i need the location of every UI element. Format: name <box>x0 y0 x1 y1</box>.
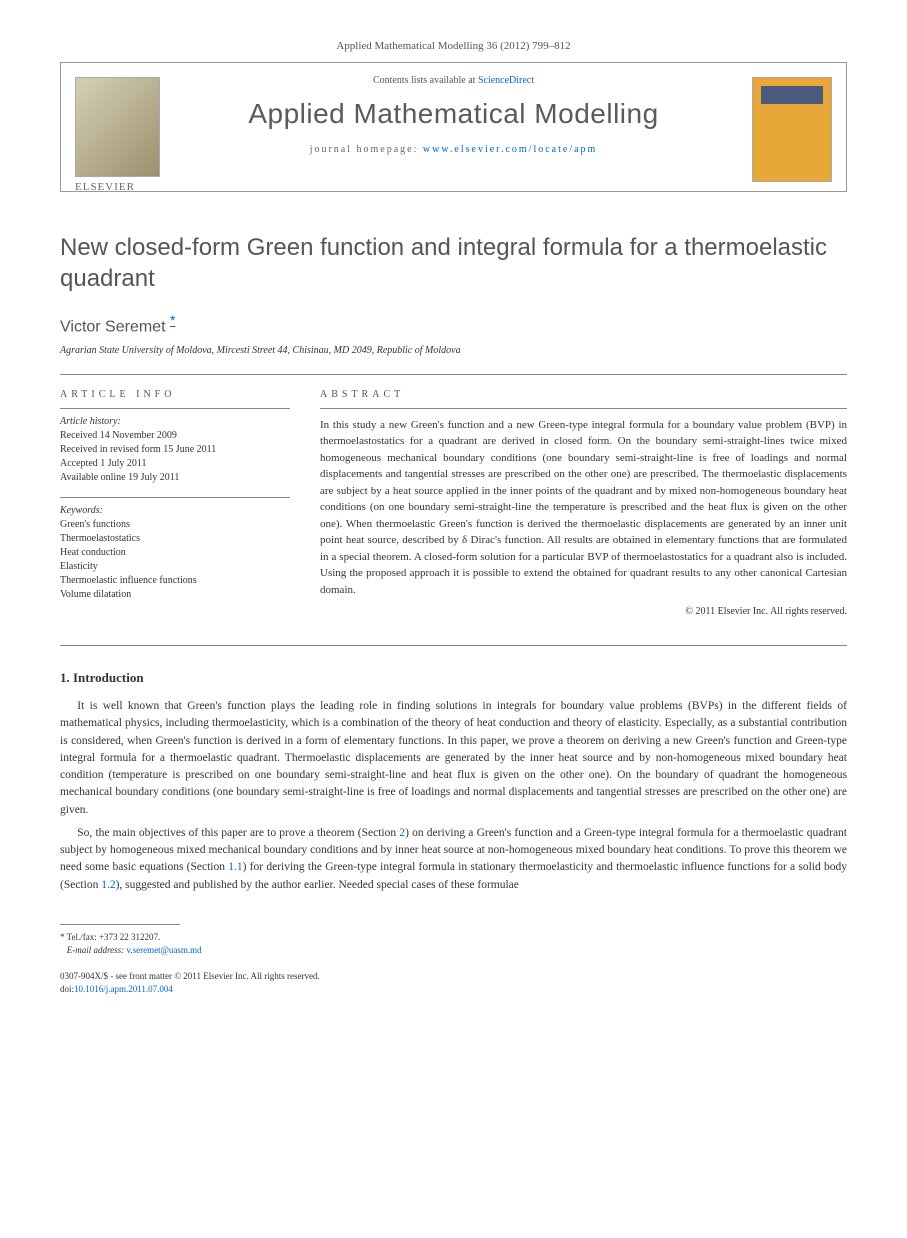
author-email-link[interactable]: v.seremet@uasm.md <box>126 945 201 955</box>
footer-info: 0307-904X/$ - see front matter © 2011 El… <box>60 970 847 995</box>
journal-cover-thumbnail <box>752 77 832 182</box>
running-head: Applied Mathematical Modelling 36 (2012)… <box>60 40 847 52</box>
keyword: Thermoelastic influence functions <box>60 574 290 588</box>
abstract-column: ABSTRACT In this study a new Green's fun… <box>320 389 847 618</box>
author-line: Victor Seremet * <box>60 312 847 336</box>
keyword: Volume dilatation <box>60 588 290 602</box>
article-info-column: ARTICLE INFO Article history: Received 1… <box>60 389 290 618</box>
email-label: E-mail address: <box>67 945 127 955</box>
accepted-date: Accepted 1 July 2011 <box>60 457 290 471</box>
corresponding-footnote: * Tel./fax: +373 22 312207. E-mail addre… <box>60 931 847 956</box>
received-date: Received 14 November 2009 <box>60 429 290 443</box>
revised-date: Received in revised form 15 June 2011 <box>60 443 290 457</box>
publisher-label: ELSEVIER <box>75 181 135 193</box>
article-info-header: ARTICLE INFO <box>60 389 290 400</box>
abstract-copyright: © 2011 Elsevier Inc. All rights reserved… <box>320 606 847 617</box>
keyword: Elasticity <box>60 560 290 574</box>
sciencedirect-link[interactable]: ScienceDirect <box>478 75 534 86</box>
keyword: Heat conduction <box>60 546 290 560</box>
homepage-link[interactable]: www.elsevier.com/locate/apm <box>423 144 597 155</box>
footnote-separator <box>60 924 180 925</box>
online-date: Available online 19 July 2011 <box>60 471 290 485</box>
divider <box>60 645 847 646</box>
author-corresponding-marker[interactable]: * <box>170 312 175 328</box>
intro-paragraph-1: It is well known that Green's function p… <box>60 698 847 819</box>
issn-copyright-line: 0307-904X/$ - see front matter © 2011 El… <box>60 970 847 983</box>
journal-name: Applied Mathematical Modelling <box>175 98 732 130</box>
keyword: Thermoelastostatics <box>60 532 290 546</box>
intro-paragraph-2: So, the main objectives of this paper ar… <box>60 825 847 894</box>
journal-masthead: ELSEVIER Contents lists available at Sci… <box>60 62 847 192</box>
footnote-marker: * <box>60 932 65 942</box>
divider <box>60 374 847 375</box>
article-title: New closed-form Green function and integ… <box>60 232 847 294</box>
doi-label: doi: <box>60 984 74 994</box>
contents-available-line: Contents lists available at ScienceDirec… <box>175 75 732 86</box>
section-1-1-link[interactable]: 1.1 <box>228 861 242 873</box>
history-label: Article history: <box>60 415 290 429</box>
keyword: Green's functions <box>60 518 290 532</box>
tel-number: +373 22 312207. <box>99 932 160 942</box>
contents-prefix: Contents lists available at <box>373 75 478 86</box>
homepage-prefix: journal homepage: <box>310 144 423 155</box>
tel-label: Tel./fax: <box>67 932 99 942</box>
section-1-title: 1. Introduction <box>60 670 847 686</box>
para2-text: So, the main objectives of this paper ar… <box>77 827 399 839</box>
keywords-label: Keywords: <box>60 504 290 518</box>
author-name: Victor Seremet <box>60 319 166 336</box>
homepage-line: journal homepage: www.elsevier.com/locat… <box>175 144 732 155</box>
abstract-header: ABSTRACT <box>320 389 847 400</box>
keywords-block: Keywords: Green's functions Thermoelasto… <box>60 497 290 602</box>
article-history-block: Article history: Received 14 November 20… <box>60 408 290 485</box>
elsevier-tree-logo <box>75 77 160 177</box>
section-1-2-link[interactable]: 1.2 <box>101 879 115 891</box>
abstract-text: In this study a new Green's function and… <box>320 408 847 599</box>
affiliation: Agrarian State University of Moldova, Mi… <box>60 345 847 356</box>
para2-text: ), suggested and published by the author… <box>116 879 519 891</box>
doi-link[interactable]: 10.1016/j.apm.2011.07.004 <box>74 984 173 994</box>
